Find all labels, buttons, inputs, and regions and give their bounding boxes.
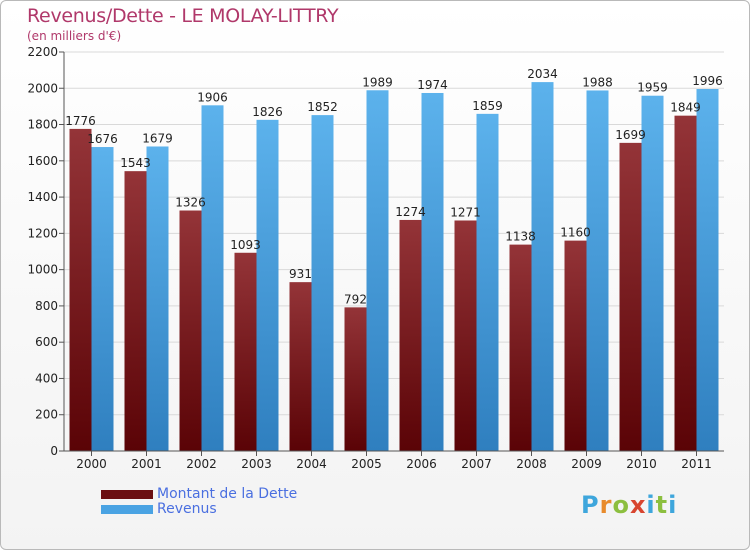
y-tick-label: 2000	[27, 81, 58, 95]
value-label-dette-2008: 1138	[505, 230, 536, 244]
x-axis-ticks: 2000 2001 2002 2003 2004 2005 2006 2007 2008 2009…	[76, 451, 712, 471]
bar-dette-2009	[564, 240, 587, 451]
value-label-dette-2006: 1274	[395, 205, 426, 219]
x-tick-label: 2003	[241, 457, 272, 471]
grid-lines	[64, 51, 724, 452]
value-label-dette-2009: 1160	[560, 226, 591, 240]
y-tick-label: 600	[35, 335, 58, 349]
axes	[63, 52, 724, 452]
value-label-dette-2003: 1093	[230, 238, 261, 252]
x-tick-label: 2002	[186, 457, 217, 471]
bar-dette-2002	[179, 210, 202, 451]
legend-item-dette: Montant de la Dette	[101, 486, 361, 502]
bar-dette-2006	[399, 219, 422, 451]
x-tick-label: 2008	[516, 457, 547, 471]
value-label-dette-2000: 1776	[65, 114, 96, 128]
value-label-dette-2004: 931	[289, 267, 312, 281]
value-label-revenus-2007: 1859	[472, 99, 503, 113]
value-label-revenus-2003: 1826	[252, 105, 283, 119]
value-label-revenus-2002: 1906	[197, 90, 228, 104]
chart-subtitle: (en milliers d'€)	[27, 29, 122, 43]
y-tick-label: 1400	[27, 190, 58, 204]
value-label-dette-2007: 1271	[450, 205, 481, 219]
bar-dette-2003	[234, 252, 257, 451]
x-tick-label: 2010	[626, 457, 657, 471]
value-label-revenus-2009: 1988	[582, 75, 613, 89]
y-tick-label: 400	[35, 371, 58, 385]
legend-swatch-revenus	[101, 505, 153, 514]
value-label-revenus-2010: 1959	[637, 81, 668, 95]
y-tick-label: 1000	[27, 263, 58, 277]
y-tick-label: 0	[50, 444, 58, 458]
bar-revenus-2008	[531, 82, 554, 452]
y-tick-label: 800	[35, 299, 58, 313]
bar-dette-2001	[124, 171, 147, 451]
bar-revenus-2000	[91, 147, 114, 451]
bar-revenus-2002	[201, 105, 224, 451]
bar-dette-2010	[619, 142, 642, 452]
bar-dette-2005	[344, 307, 367, 451]
bar-revenus-2006	[421, 92, 444, 451]
bar-revenus-2007	[476, 113, 499, 451]
y-tick-label: 200	[35, 408, 58, 422]
bars	[69, 82, 719, 452]
legend-label-revenus: Revenus	[157, 501, 217, 517]
bar-dette-2000	[69, 128, 92, 451]
value-label-dette-2010: 1699	[615, 128, 646, 142]
x-tick-label: 2009	[571, 457, 602, 471]
bar-revenus-2001	[146, 146, 169, 451]
bar-revenus-2003	[256, 119, 279, 451]
x-tick-label: 2000	[76, 457, 107, 471]
bar-dette-2004	[289, 282, 312, 451]
x-tick-label: 2004	[296, 457, 327, 471]
bar-revenus-2005	[366, 90, 389, 451]
value-label-dette-2001: 1543	[120, 156, 151, 170]
y-tick-label: 1800	[27, 118, 58, 132]
x-tick-label: 2006	[406, 457, 437, 471]
value-label-revenus-2000: 1676	[87, 132, 118, 146]
x-tick-label: 2007	[461, 457, 492, 471]
bar-revenus-2011	[696, 88, 719, 452]
value-label-revenus-2001: 1679	[142, 131, 173, 145]
x-tick-label: 2005	[351, 457, 382, 471]
proxiti-logo: Proxiti	[581, 491, 678, 519]
value-label-dette-2005: 792	[344, 292, 367, 306]
value-label-revenus-2006: 1974	[417, 78, 448, 92]
legend-item-revenus: Revenus	[101, 501, 361, 517]
value-label-revenus-2008: 2034	[527, 67, 558, 81]
bar-dette-2008	[509, 244, 532, 451]
x-tick-label: 2011	[681, 457, 712, 471]
value-label-dette-2002: 1326	[175, 196, 206, 210]
bar-revenus-2004	[311, 115, 334, 451]
bar-revenus-2009	[586, 90, 609, 451]
legend: Montant de la Dette Revenus	[101, 486, 361, 517]
value-label-dette-2011: 1849	[670, 101, 701, 115]
y-axis-ticks: 0 200 400 600 800 1000 1200 1400 1600 1800 2000 220…	[27, 45, 64, 458]
y-tick-label: 1200	[27, 226, 58, 240]
y-tick-label: 1600	[27, 154, 58, 168]
x-tick-label: 2001	[131, 457, 162, 471]
value-label-revenus-2004: 1852	[307, 100, 338, 114]
chart-title: Revenus/Dette - LE MOLAY-LITTRY	[27, 5, 339, 27]
bar-dette-2011	[674, 115, 697, 452]
legend-label-dette: Montant de la Dette	[157, 486, 298, 502]
legend-swatch-dette	[101, 490, 153, 499]
y-tick-label: 2200	[27, 45, 58, 59]
bar-revenus-2010	[641, 95, 664, 452]
bar-dette-2007	[454, 220, 477, 451]
value-label-revenus-2005: 1989	[362, 75, 393, 89]
value-label-revenus-2011: 1996	[692, 74, 723, 88]
